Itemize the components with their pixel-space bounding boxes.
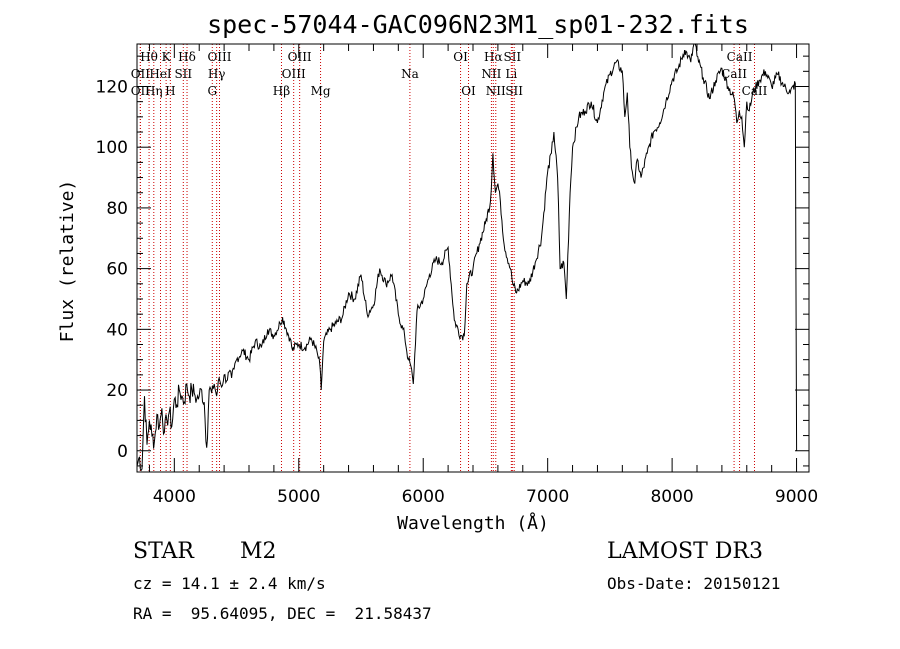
y-tick-label-5: 100 xyxy=(96,138,128,158)
line-marker-label-0: Hθ xyxy=(140,50,158,64)
line-marker-label-22: Li xyxy=(505,67,517,81)
object-class: STAR xyxy=(133,539,194,564)
x-tick-label-5: 9000 xyxy=(775,487,818,507)
x-tick-label-0: 4000 xyxy=(153,487,196,507)
x-tick-group: 4000 5000 6000 7000 8000 9000 xyxy=(148,44,818,507)
line-marker-label-12: OIII xyxy=(288,50,312,64)
line-marker-label-18: OI xyxy=(461,84,476,98)
y-tick-label-6: 120 xyxy=(96,77,128,97)
spectrum-line xyxy=(136,43,798,472)
line-marker-label-13: OIII xyxy=(282,67,306,81)
line-marker-label-8: H xyxy=(165,84,175,98)
line-marker-label-1: K xyxy=(162,50,172,64)
x-tick-label-1: 5000 xyxy=(277,487,320,507)
line-marker-label-9: OIII xyxy=(207,50,231,64)
line-marker-label-14: Hβ xyxy=(273,84,290,98)
line-marker-label-5: SII xyxy=(174,67,192,81)
line-marker-label-2: Hδ xyxy=(178,50,196,64)
line-marker-label-17: OI xyxy=(453,50,468,64)
line-marker-label-21: NII xyxy=(481,67,501,81)
x-axis-label: Wavelength (Å) xyxy=(397,512,549,534)
line-marker-label-10: Hγ xyxy=(208,67,226,81)
y-tick-group: 0 20 40 60 80 100 120 xyxy=(96,55,809,467)
line-marker-label-25: CaII xyxy=(727,50,753,64)
survey-name: LAMOST DR3 xyxy=(607,539,763,564)
line-marker-label-7: Hη xyxy=(145,84,163,98)
line-marker-label-19: Hα xyxy=(484,50,503,64)
y-axis-label: Flux (relative) xyxy=(57,180,78,343)
obs-date-readout: Obs-Date: 20150121 xyxy=(607,574,781,593)
y-tick-label-3: 60 xyxy=(106,260,128,280)
line-marker-label-23: NII xyxy=(486,84,506,98)
x-tick-label-2: 6000 xyxy=(402,487,445,507)
line-marker-label-11: G xyxy=(207,84,217,98)
chart-title: spec-57044-GAC096N23M1_sp01-232.fits xyxy=(207,10,749,39)
y-tick-label-2: 40 xyxy=(106,320,128,340)
line-marker-label-20: SII xyxy=(503,50,521,64)
line-marker-label-26: CaII xyxy=(721,67,747,81)
line-marker-label-6: OII xyxy=(131,84,151,98)
coordinates-readout: RA = 95.64095, DEC = 21.58437 xyxy=(133,604,432,623)
y-tick-label-1: 20 xyxy=(106,381,128,401)
y-tick-label-4: 80 xyxy=(106,199,128,219)
x-tick-label-4: 8000 xyxy=(650,487,693,507)
redshift-readout: cz = 14.1 ± 2.4 km/s xyxy=(133,574,326,593)
object-subclass: M2 xyxy=(240,539,277,564)
line-marker-label-15: Mg xyxy=(311,84,331,98)
line-marker-label-4: HeI xyxy=(149,67,172,81)
line-marker-label-16: Na xyxy=(401,67,419,81)
line-marker-label-24: SII xyxy=(505,84,523,98)
y-tick-label-0: 0 xyxy=(117,442,128,462)
x-tick-label-3: 7000 xyxy=(526,487,569,507)
plot-frame xyxy=(136,43,810,473)
